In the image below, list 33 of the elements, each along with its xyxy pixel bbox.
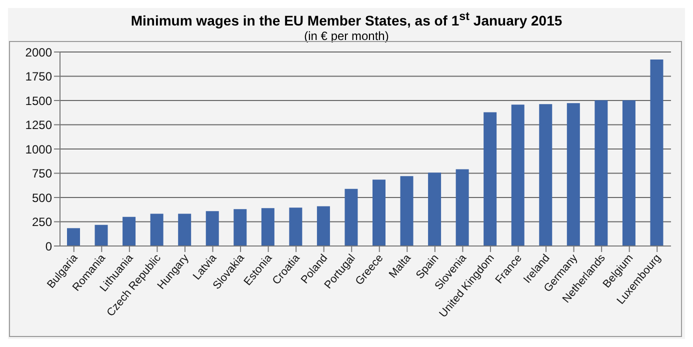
bar <box>456 169 469 246</box>
y-tick-label: 1250 <box>25 118 52 132</box>
bar <box>484 112 497 246</box>
bar <box>566 103 580 246</box>
bar <box>234 209 247 246</box>
bar <box>650 59 664 246</box>
bar <box>150 214 164 246</box>
y-tick-label: 0 <box>45 239 52 254</box>
bar <box>428 172 442 246</box>
bar <box>178 214 192 246</box>
chart-subtitle: (in € per month) <box>303 28 390 43</box>
bar <box>344 188 358 246</box>
bar <box>594 100 608 246</box>
y-tick-label: 750 <box>32 166 52 181</box>
bar <box>372 180 386 246</box>
bar <box>122 216 136 246</box>
bar <box>316 206 330 246</box>
bar <box>261 208 274 246</box>
bar <box>67 228 80 246</box>
bar <box>289 208 302 246</box>
y-tick-label: 1500 <box>25 94 52 108</box>
y-tick-label: 1750 <box>25 70 52 84</box>
bar <box>206 211 219 246</box>
y-tick-label: 2000 <box>25 45 52 60</box>
bar <box>539 104 552 246</box>
y-tick-label: 1000 <box>25 142 52 156</box>
y-tick-label: 250 <box>32 215 52 230</box>
bar <box>94 224 108 246</box>
bar <box>622 100 636 246</box>
bar <box>511 104 524 246</box>
chart-title: Minimum wages in the EU Member States, as of 1$^{st}$ January 2015 <box>130 9 564 29</box>
y-tick-label: 500 <box>32 190 52 205</box>
bar <box>400 176 414 246</box>
